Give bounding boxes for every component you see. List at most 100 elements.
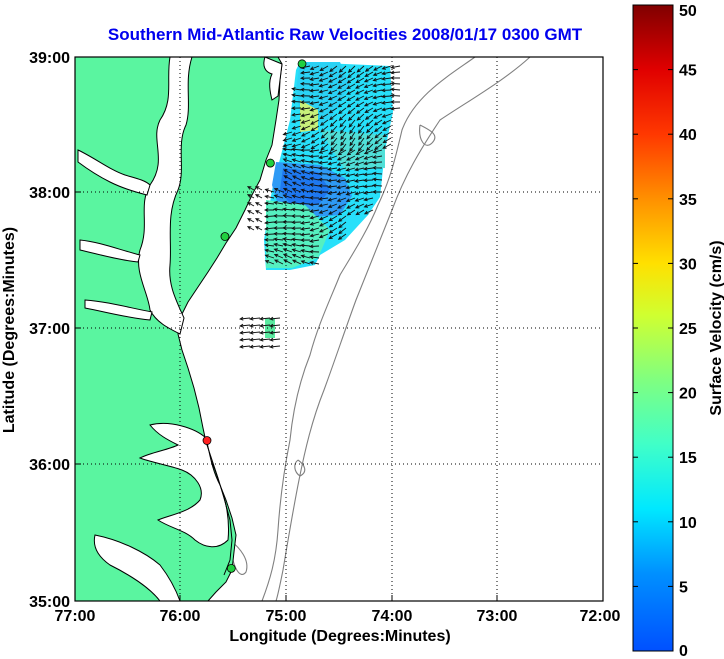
x-axis: 77:00 76:00 75:00 74:00 73:00 72:00 Long… bbox=[55, 608, 621, 645]
velocity-arrow bbox=[249, 337, 261, 342]
velocity-arrow bbox=[374, 143, 383, 151]
velocity-arrow bbox=[318, 233, 329, 239]
velocity-arrow bbox=[327, 83, 338, 89]
velocity-arrow bbox=[372, 155, 383, 159]
velocity-arrow bbox=[336, 155, 347, 161]
velocity-arrow bbox=[345, 185, 356, 190]
velocity-arrow bbox=[327, 184, 338, 189]
velocity-arrow bbox=[318, 89, 329, 94]
velocity-arrow bbox=[309, 165, 320, 170]
velocity-arrow bbox=[282, 248, 293, 253]
velocity-arrow bbox=[328, 215, 338, 222]
velocity-arrow bbox=[355, 107, 365, 114]
colorbar-tick-label: 25 bbox=[679, 321, 697, 338]
velocity-arrow bbox=[381, 119, 392, 125]
velocity-arrow bbox=[310, 143, 320, 150]
velocity-arrow bbox=[273, 248, 284, 253]
velocity-arrow bbox=[345, 197, 356, 203]
velocity-arrow bbox=[390, 106, 401, 111]
velocity-arrow bbox=[328, 71, 338, 78]
velocity-arrow bbox=[346, 155, 356, 161]
velocity-arrow bbox=[320, 131, 329, 139]
velocity-arrow bbox=[309, 221, 320, 226]
velocity-arrow bbox=[291, 131, 302, 136]
velocity-arrow bbox=[372, 89, 383, 94]
velocity-arrow bbox=[346, 203, 356, 209]
velocity-arrow bbox=[246, 210, 255, 215]
velocity-arrow bbox=[239, 344, 251, 349]
velocity-arrow bbox=[318, 196, 329, 201]
velocity-arrow bbox=[300, 119, 311, 124]
axis-ticks bbox=[75, 191, 498, 601]
station-marker bbox=[265, 158, 275, 168]
velocity-arrow bbox=[319, 113, 329, 120]
velocity-arrow bbox=[300, 182, 311, 187]
velocity-arrow bbox=[372, 107, 383, 113]
velocity-arrow bbox=[318, 203, 329, 208]
velocity-arrow bbox=[291, 152, 302, 157]
velocity-arrow bbox=[309, 255, 320, 260]
velocity-arrow bbox=[282, 147, 293, 152]
velocity-arrow bbox=[365, 143, 374, 152]
velocity-arrow bbox=[362, 172, 374, 177]
velocity-arrow bbox=[381, 76, 392, 81]
colorbar-tick-label: 45 bbox=[679, 63, 697, 80]
velocity-arrow bbox=[300, 220, 311, 225]
velocity-arrow bbox=[269, 316, 281, 321]
velocity-arrow bbox=[291, 188, 302, 193]
velocity-arrow bbox=[300, 254, 311, 259]
velocity-arrow bbox=[346, 77, 356, 84]
velocity-arrow bbox=[318, 95, 329, 100]
velocity-arrow bbox=[300, 113, 311, 118]
x-axis-label: Longitude (Degrees:Minutes) bbox=[229, 628, 450, 645]
velocity-arrow bbox=[382, 143, 392, 149]
velocity-arrow bbox=[327, 89, 338, 95]
velocity-arrow bbox=[364, 113, 374, 120]
velocity-arrow bbox=[318, 101, 329, 106]
velocity-arrow bbox=[291, 175, 302, 181]
velocity-arrow bbox=[364, 65, 374, 72]
velocity-arrow bbox=[336, 161, 347, 166]
velocity-arrow bbox=[330, 131, 338, 140]
velocity-arrow bbox=[354, 203, 365, 209]
velocity-arrow bbox=[371, 160, 383, 165]
x-tick-label: 74:00 bbox=[372, 608, 413, 625]
velocity-arrow bbox=[300, 226, 311, 231]
velocity-arrow bbox=[291, 119, 302, 124]
radar-stations bbox=[202, 59, 307, 573]
velocity-arrow bbox=[363, 83, 374, 88]
station-marker bbox=[297, 59, 307, 69]
velocity-arrow bbox=[327, 161, 338, 166]
velocity-arrow bbox=[310, 119, 320, 125]
velocity-arrow bbox=[291, 93, 302, 98]
velocity-arrow bbox=[327, 167, 338, 171]
velocity-arrow bbox=[318, 71, 329, 77]
velocity-arrow bbox=[259, 323, 271, 328]
velocity-arrow bbox=[282, 237, 293, 242]
y-tick-label: 35:00 bbox=[29, 594, 70, 611]
velocity-arrow bbox=[281, 231, 293, 236]
land-mass bbox=[74, 56, 283, 602]
velocity-arrow bbox=[372, 149, 383, 154]
velocity-arrow bbox=[339, 119, 347, 128]
velocity-arrow bbox=[380, 82, 392, 87]
velocity-arrow bbox=[328, 233, 338, 240]
velocity-arrow bbox=[328, 107, 338, 114]
velocity-arrow bbox=[381, 113, 392, 118]
velocity-arrow bbox=[363, 161, 374, 166]
velocity-arrow bbox=[264, 220, 275, 225]
velocity-arrow bbox=[291, 163, 302, 169]
x-tick-label: 77:00 bbox=[55, 608, 96, 625]
velocity-arrow bbox=[254, 210, 263, 215]
velocity-arrow bbox=[371, 171, 383, 176]
velocity-arrow bbox=[373, 113, 383, 119]
velocity-arrow bbox=[309, 82, 320, 87]
velocity-arrow bbox=[273, 259, 284, 265]
velocity-arrow bbox=[337, 95, 347, 101]
velocity-arrow bbox=[290, 220, 302, 225]
velocity-arrow bbox=[300, 70, 311, 75]
velocity-arrow bbox=[309, 209, 320, 213]
velocity-arrow bbox=[309, 113, 320, 119]
velocity-arrow bbox=[338, 65, 347, 73]
velocity-arrow bbox=[347, 107, 356, 115]
